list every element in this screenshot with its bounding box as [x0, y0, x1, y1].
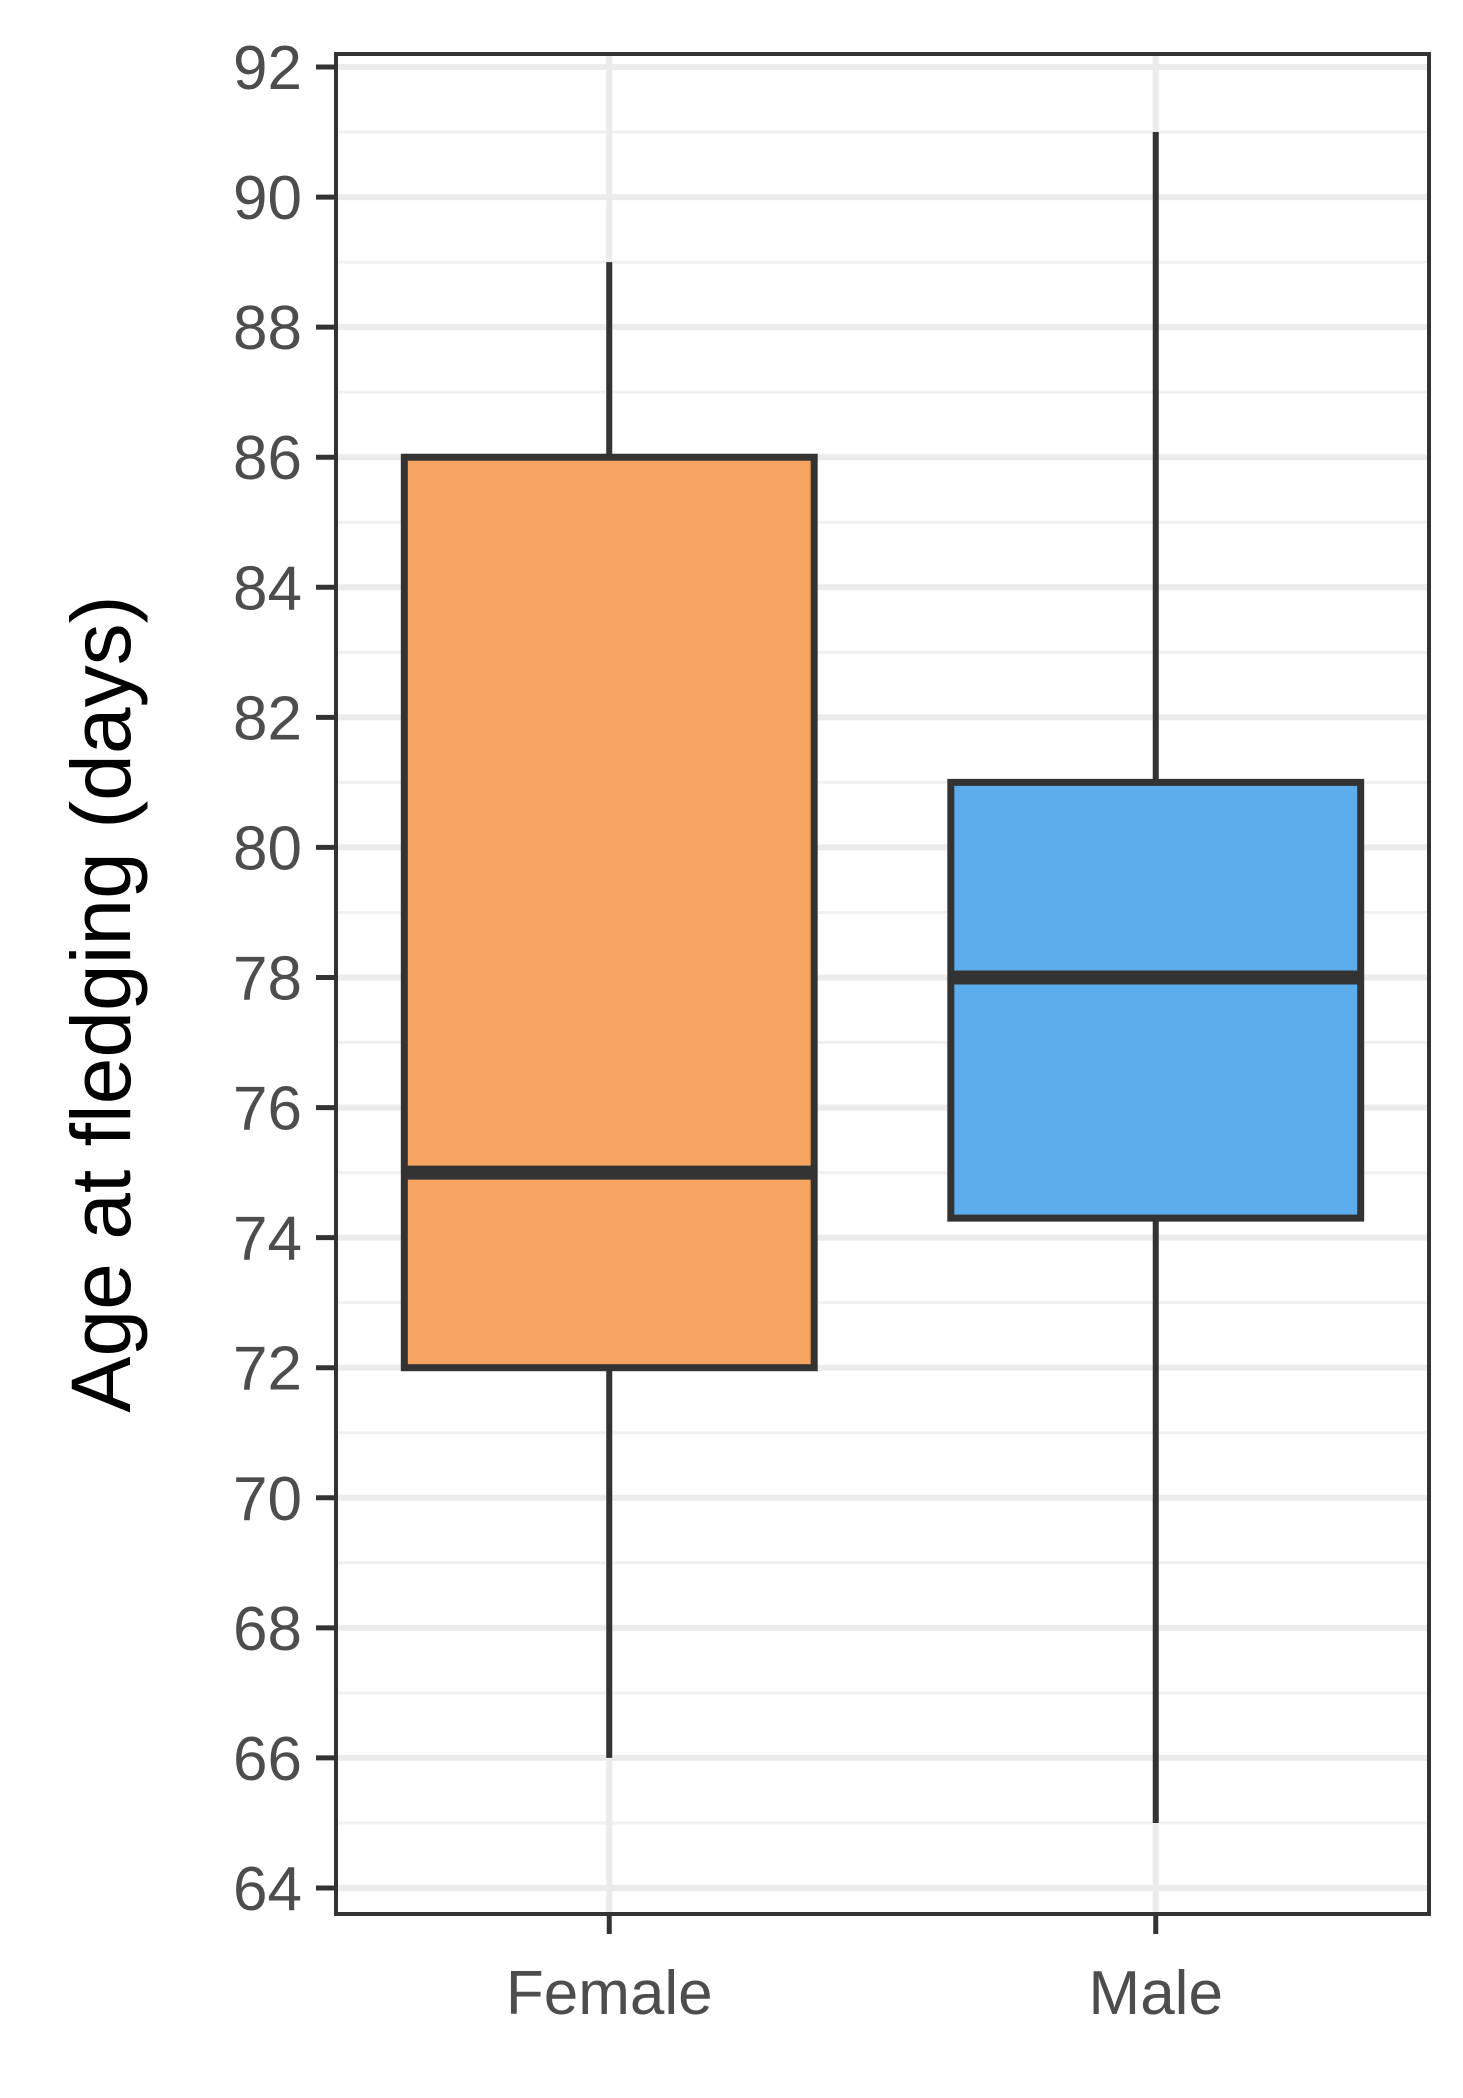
y-tick-label: 84: [233, 554, 302, 623]
y-tick-label: 78: [233, 944, 302, 1013]
box-female: [400, 262, 818, 1758]
y-tick-label: 66: [233, 1725, 302, 1794]
y-tick-label: 82: [233, 684, 302, 753]
y-tick-label: 68: [233, 1595, 302, 1664]
y-tick-label: 80: [233, 814, 302, 883]
y-tick-label: 72: [233, 1335, 302, 1404]
y-axis-title: Age at fledging (days): [54, 595, 148, 1412]
y-tick-label: 64: [233, 1855, 302, 1924]
y-tick-label: 88: [233, 294, 302, 363]
y-tick-label: 92: [233, 34, 302, 103]
plot-panel-border: [334, 52, 1431, 1916]
box-male: [947, 132, 1365, 1823]
y-tick-label: 76: [233, 1075, 302, 1144]
x-tick-label-male: Male: [1089, 1959, 1223, 2028]
box-series: [400, 132, 1365, 1823]
y-tick-label: 74: [233, 1205, 302, 1274]
y-axis: 64 66 68 70 72 74 76 78 80 82 84 86 88 90 92: [233, 34, 336, 1924]
y-tick-label: 90: [233, 164, 302, 233]
y-tick-label: 70: [233, 1465, 302, 1534]
x-tick-label-female: Female: [506, 1959, 713, 2028]
y-tick-label: 86: [233, 424, 302, 493]
iqr-box: [947, 778, 1365, 1222]
x-axis: Female Male: [506, 1914, 1223, 2028]
iqr-box: [400, 453, 818, 1372]
